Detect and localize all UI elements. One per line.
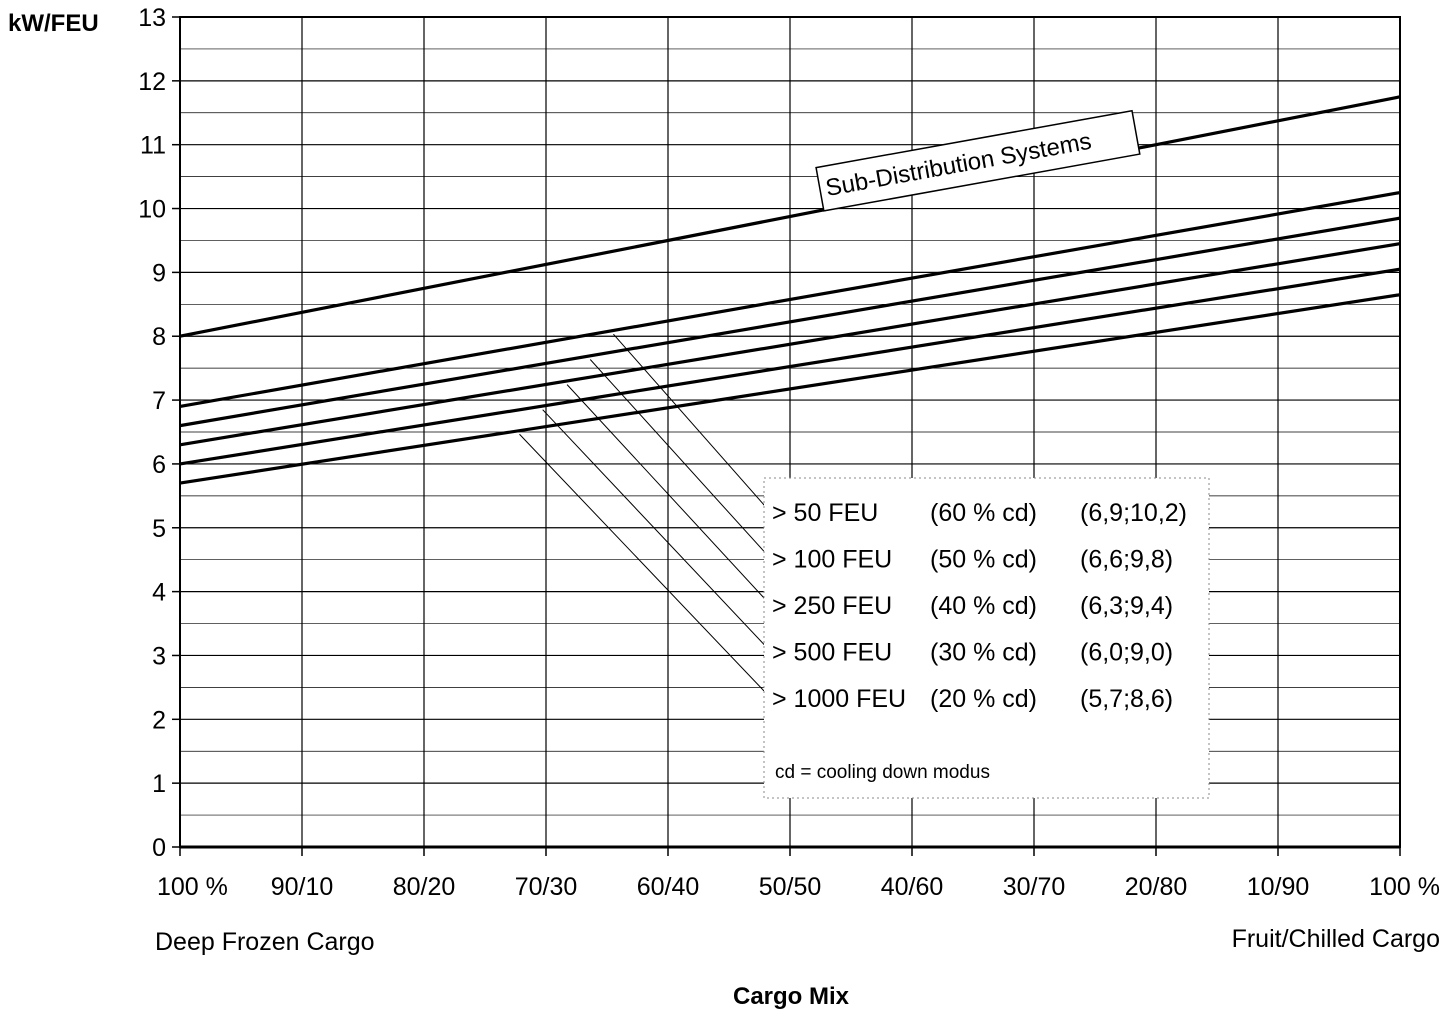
x-tick-label: 80/20 [393, 873, 456, 901]
legend-feu: > 250 FEU [772, 592, 892, 620]
legend-range: (5,7;8,6) [1080, 685, 1173, 713]
y-tick-label: 9 [152, 259, 166, 287]
x-tick-label: 10/90 [1247, 873, 1310, 901]
x-tick-label: 100 % [157, 873, 228, 901]
x-tick-label: 40/60 [881, 873, 944, 901]
y-tick-label: 12 [138, 68, 166, 96]
legend-cd: (30 % cd) [930, 639, 1037, 667]
legend-cd: (40 % cd) [930, 592, 1037, 620]
legend-feu: > 50 FEU [772, 499, 878, 527]
series-line-0 [179, 95, 1401, 338]
x-tick-label: 70/30 [515, 873, 578, 901]
y-tick-label: 13 [138, 4, 166, 32]
series-line-4 [179, 267, 1401, 466]
y-axis-label: kW/FEU [8, 10, 99, 37]
y-tick-label: 6 [152, 451, 166, 479]
legend-range: (6,3;9,4) [1080, 592, 1173, 620]
y-tick-label: 0 [152, 834, 166, 862]
legend-cd: (60 % cd) [930, 499, 1037, 527]
legend-range: (6,0;9,0) [1080, 639, 1173, 667]
y-tick-label: 2 [152, 706, 166, 734]
y-tick-label: 11 [140, 132, 166, 160]
legend-leader-line [566, 384, 766, 600]
x-tick-label: 90/10 [271, 873, 334, 901]
x-tick-label: 60/40 [637, 873, 700, 901]
x-tick-label: 50/50 [759, 873, 822, 901]
series-line-5 [179, 293, 1401, 485]
x-tick-label: 100 % [1369, 873, 1440, 901]
x-tick-label: 20/80 [1125, 873, 1188, 901]
series-line-1 [179, 191, 1401, 409]
legend-feu: > 500 FEU [772, 639, 892, 667]
x-axis-label: Cargo Mix [733, 983, 850, 1010]
y-tick-label: 4 [152, 579, 166, 607]
y-tick-label: 8 [152, 323, 166, 351]
series-line-2 [179, 216, 1401, 428]
x-caption-left: Deep Frozen Cargo [155, 928, 375, 956]
legend-range: (6,9;10,2) [1080, 499, 1187, 527]
legend-feu: > 100 FEU [772, 546, 892, 574]
legend-cd: (50 % cd) [930, 546, 1037, 574]
legend-box [763, 477, 1210, 799]
legend-leader-line [519, 433, 766, 693]
series-lines [179, 95, 1401, 485]
series-line-3 [179, 242, 1401, 447]
axes [172, 16, 1401, 856]
legend-leader-line [613, 333, 766, 507]
legend-note: cd = cooling down modus [775, 762, 990, 783]
grid [180, 16, 1400, 848]
legend-leader-line [542, 409, 766, 646]
x-tick-label: 30/70 [1003, 873, 1066, 901]
y-tick-label: 5 [152, 515, 166, 543]
y-tick-label: 3 [152, 642, 166, 670]
legend-cd: (20 % cd) [930, 685, 1037, 713]
x-caption-right: Fruit/Chilled Cargo [1232, 925, 1440, 953]
annotation-sub-distribution: Sub-Distribution Systems [815, 109, 1141, 212]
legend-leader-line [589, 359, 766, 553]
x-tick-labels: 100 % 90/10 80/20 70/30 60/40 50/50 40/60 30/70… [157, 873, 1440, 901]
y-tick-label: 7 [152, 387, 166, 415]
legend-range: (6,6;9,8) [1080, 546, 1173, 574]
legend: > 50 FEU (60 % cd) (6,9;10,2) > 100 FEU (50 … [763, 477, 1210, 799]
annotation-box [815, 109, 1141, 212]
legend-leader-lines [519, 333, 766, 693]
y-tick-label: 10 [138, 196, 166, 224]
legend-feu: > 1000 FEU [772, 685, 906, 713]
y-tick-label: 1 [152, 770, 166, 798]
